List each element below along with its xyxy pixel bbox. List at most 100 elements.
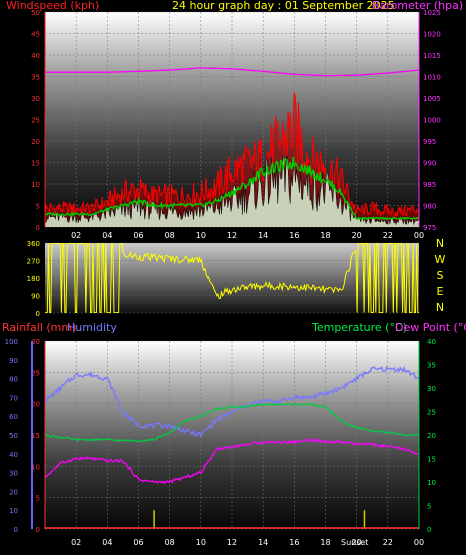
x-tick-label: 20	[352, 231, 362, 240]
rainfall-tick-label: 5	[36, 495, 40, 503]
wind-tick-label: 45	[31, 31, 40, 39]
temperature-tick-label: 35	[427, 362, 436, 370]
barometer-label: Barometer (hpa)	[372, 0, 463, 12]
x-tick-label: 06	[133, 231, 143, 240]
barometer-tick-label: 1015	[423, 52, 441, 60]
wind-tick-label: 5	[36, 203, 40, 211]
x-tick-label: 16	[289, 231, 299, 240]
x-tick-label: 04	[102, 538, 112, 547]
x-tick-label: 22	[383, 231, 393, 240]
humidity-tick-label: 60	[9, 413, 18, 421]
rainfall-tick-label: 10	[31, 463, 40, 471]
humidity-tick-label: 70	[9, 394, 18, 402]
temperature-tick-label: 25	[427, 409, 436, 417]
rainfall-tick-label: 30	[31, 338, 40, 346]
rainfall-axis: 0 5 10 15 20 25 30	[31, 338, 40, 534]
x-tick-label: 12	[227, 538, 237, 547]
temperature-tick-label: 20	[427, 432, 436, 440]
barometer-tick-label: 990	[423, 160, 436, 168]
x-tick-label: 06	[133, 538, 143, 547]
sunset-label: Sunset	[341, 538, 368, 547]
windspeed-label: Windspeed (kph)	[6, 0, 99, 12]
x-tick-label: 08	[165, 231, 175, 240]
barometer-axis: 975 980 985 990 995 1000 1005 1010 1015 1020 1025	[423, 9, 441, 232]
temperature-tick-label: 10	[427, 479, 436, 487]
barometer-tick-label: 1025	[423, 9, 441, 17]
x-tick-label: 22	[383, 538, 393, 547]
compass-label: N	[436, 301, 444, 314]
compass-label: N	[436, 237, 444, 250]
x-tick-label: 00	[414, 538, 424, 547]
barometer-tick-label: 985	[423, 181, 436, 189]
humidity-tick-label: 50	[9, 432, 18, 440]
x-tick-label: 12	[227, 231, 237, 240]
wind-tick-label: 40	[31, 52, 40, 60]
x-tick-label: 16	[289, 538, 299, 547]
wind-tick-label: 10	[31, 181, 40, 189]
x-tick-label: 04	[102, 231, 112, 240]
x-tick-label: 00	[414, 231, 424, 240]
temperature-tick-label: 5	[427, 503, 431, 511]
dewpoint-line	[45, 438, 419, 485]
rainfall-label: Rainfall (mm)	[2, 321, 76, 334]
temperature-x-axis: 02 04 06 08 10 12 14 16 18 20 22 00	[71, 538, 424, 547]
humidity-tick-label: 30	[9, 470, 18, 478]
compass-label: E	[437, 285, 444, 298]
wind-x-axis: 02 04 06 08 10 12 14 16 18 20 22 00	[71, 231, 424, 240]
temperature-line	[45, 402, 419, 443]
dewpoint-label: Dew Point (°C)	[395, 321, 466, 334]
humidity-tick-label: 40	[9, 451, 18, 459]
gust-line	[45, 92, 419, 217]
x-tick-label: 14	[258, 538, 268, 547]
temperature-label: Temperature (°C)	[311, 321, 407, 334]
direction-axis: 360 270 180 90 0	[27, 240, 40, 318]
wind-axis: 0 5 10 15 20 25 30 35 40 45 50	[31, 9, 40, 232]
humidity-tick-label: 80	[9, 376, 18, 384]
compass-label: W	[435, 253, 446, 266]
humidity-line	[45, 365, 419, 438]
humidity-tick-label: 10	[9, 507, 18, 515]
temperature-series	[45, 365, 419, 529]
wind-tick-label: 50	[31, 9, 40, 17]
average-wind-line	[45, 157, 419, 221]
temperature-axis: 0 5 10 15 20 25 30 35 40	[427, 338, 436, 534]
humidity-label: Humidity	[67, 321, 117, 334]
direction-tick-label: 90	[31, 293, 40, 301]
x-tick-label: 02	[71, 231, 81, 240]
direction-tick-label: 0	[36, 310, 40, 318]
temperature-tick-label: 15	[427, 456, 436, 464]
x-tick-label: 08	[165, 538, 175, 547]
page-title: 24 hour graph day : 01 September 2025	[172, 0, 395, 12]
x-tick-label: 18	[320, 231, 330, 240]
humidity-tick-label: 0	[14, 526, 18, 534]
rainfall-tick-label: 15	[31, 432, 40, 440]
barometer-line	[45, 67, 419, 77]
direction-tick-label: 180	[27, 275, 40, 283]
humidity-tick-label: 100	[5, 338, 18, 346]
barometer-tick-label: 975	[423, 224, 436, 232]
rainfall-tick-label: 0	[36, 526, 40, 534]
humidity-tick-label: 20	[9, 488, 18, 496]
barometer-tick-label: 980	[423, 203, 436, 211]
x-tick-label: 10	[196, 231, 206, 240]
barometer-tick-label: 1020	[423, 31, 441, 39]
humidity-tick-label: 90	[9, 357, 18, 365]
wind-tick-label: 15	[31, 160, 40, 168]
temperature-tick-label: 0	[427, 526, 431, 534]
windspeed-area	[45, 155, 419, 227]
wind-series	[45, 67, 419, 227]
temperature-humidity-chart: 0 10 20 30 40 50 60 70 80 90 100 0 5 10 15 20 25 30 0 5 10…	[5, 338, 436, 547]
temperature-tick-label: 30	[427, 385, 436, 393]
direction-line	[45, 243, 419, 313]
direction-tick-label: 270	[27, 258, 40, 266]
x-tick-label: 14	[258, 231, 268, 240]
direction-series	[45, 243, 419, 313]
x-tick-label: 02	[71, 538, 81, 547]
humidity-axis: 0 10 20 30 40 50 60 70 80 90 100	[5, 338, 18, 534]
wind-tick-label: 30	[31, 95, 40, 103]
compass-label: S	[437, 269, 444, 282]
